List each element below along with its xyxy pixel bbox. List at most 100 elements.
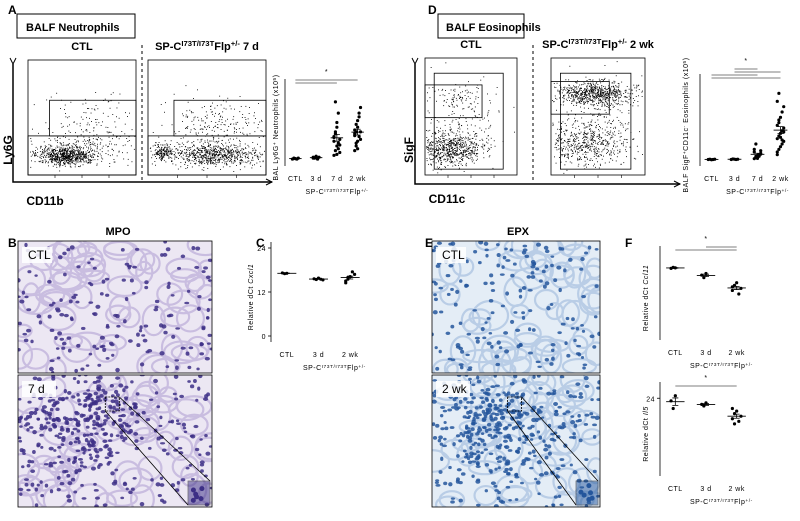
flow-event: [85, 154, 86, 155]
flow-event: [480, 140, 481, 141]
flow-event: [571, 88, 572, 89]
flow-event: [55, 153, 56, 154]
flow-event: [576, 147, 577, 148]
flow-event: [457, 149, 458, 150]
flow-event: [620, 140, 621, 141]
flow-event: [186, 154, 187, 155]
nucleus: [35, 487, 38, 491]
flow-event: [453, 97, 454, 98]
flow-event: [436, 162, 437, 163]
flow-event: [255, 155, 256, 156]
flow-event: [106, 145, 107, 146]
flow-event: [207, 126, 208, 127]
nucleus: [181, 478, 186, 481]
flow-event: [451, 151, 452, 152]
flow-event: [633, 85, 634, 86]
flow-event: [232, 156, 233, 157]
flow-event: [436, 141, 437, 142]
flow-event: [587, 134, 588, 135]
flow-event: [161, 148, 162, 149]
flow-event: [91, 121, 92, 122]
flow-event: [47, 153, 48, 154]
flow-event: [51, 153, 52, 154]
flow-event: [430, 143, 431, 144]
flow-event: [584, 139, 585, 140]
flow-event: [81, 129, 82, 130]
flow-event: [234, 128, 235, 129]
flow-event: [609, 154, 610, 155]
flow-event: [606, 92, 607, 93]
flow-event: [239, 111, 240, 112]
flow-event: [241, 160, 242, 161]
flow-event: [216, 146, 217, 147]
flow-event: [610, 150, 611, 151]
nucleus: [34, 274, 37, 276]
flow-event: [83, 131, 84, 132]
flow-event: [623, 127, 624, 128]
flow-event: [221, 105, 222, 106]
flow-event: [187, 117, 188, 118]
flow-event: [456, 105, 457, 106]
flow-event: [70, 151, 71, 152]
flow-event: [601, 100, 602, 101]
flow-event: [472, 108, 473, 109]
flow-event: [615, 128, 616, 129]
flow-event: [185, 162, 186, 163]
flow-event: [579, 102, 580, 103]
flow-event: [218, 134, 219, 135]
nucleus: [93, 483, 97, 486]
nucleus: [24, 296, 28, 299]
flow-event: [483, 149, 484, 150]
flow-event: [572, 155, 573, 156]
flow-event: [574, 88, 575, 89]
flow-event: [455, 150, 456, 151]
flow-event: [565, 123, 566, 124]
flow-event: [213, 139, 214, 140]
flow-event: [236, 147, 237, 148]
flow-event: [558, 145, 559, 146]
flow-event: [484, 132, 485, 133]
flow-event: [97, 164, 98, 165]
flow-event: [585, 151, 586, 152]
flow-event: [603, 93, 604, 94]
flow-event: [606, 95, 607, 96]
nucleus: [175, 437, 179, 440]
nucleus: [61, 347, 65, 350]
flow-event: [209, 160, 210, 161]
flow-event: [229, 157, 230, 158]
flow-event: [228, 159, 229, 160]
flow-event: [428, 141, 429, 142]
flow-event: [243, 162, 244, 163]
flow-event: [222, 117, 223, 118]
nucleus: [61, 399, 64, 402]
flow-event: [93, 130, 94, 131]
nucleus: [187, 366, 191, 369]
flow-event: [578, 87, 579, 88]
flow-event: [72, 149, 73, 150]
flow-event: [193, 144, 194, 145]
flow-event: [61, 123, 62, 124]
flow-event: [451, 161, 452, 162]
flow-event: [594, 151, 595, 152]
flow-event: [595, 108, 596, 109]
flow-event: [612, 148, 613, 149]
flow-event: [616, 86, 617, 87]
flow-event: [192, 167, 193, 168]
flow-event: [157, 152, 158, 153]
flow-event: [438, 146, 439, 147]
flow-event: [65, 153, 66, 154]
flow-event: [60, 164, 61, 165]
flow-event: [240, 157, 241, 158]
flow-event: [564, 87, 565, 88]
flow-event: [191, 111, 192, 112]
nucleus: [64, 420, 68, 424]
nucleus: [40, 446, 43, 449]
flow-event: [426, 146, 427, 147]
flow-event: [427, 101, 428, 102]
nucleus: [208, 279, 212, 282]
flow-event: [428, 148, 429, 149]
flow-event: [466, 100, 467, 101]
flow-event: [254, 115, 255, 116]
nucleus: [163, 331, 167, 335]
flow-event: [578, 146, 579, 147]
